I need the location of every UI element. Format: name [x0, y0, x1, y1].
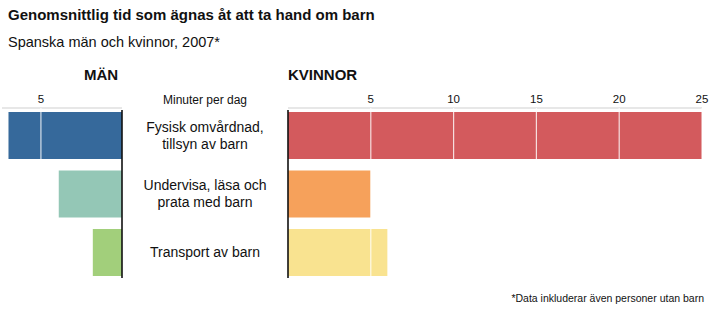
- chart-canvas: Genomsnittlig tid som ägnas åt att ta ha…: [0, 0, 713, 325]
- grid-line: [619, 108, 620, 282]
- bars: [288, 112, 702, 276]
- panel-title: KVINNOR: [288, 66, 357, 83]
- tick-label: 20: [613, 93, 626, 105]
- tick-label: 25: [696, 93, 709, 105]
- bar: [93, 229, 122, 276]
- grid-line: [453, 108, 454, 282]
- grid-line: [701, 108, 702, 282]
- bar: [288, 112, 702, 159]
- footnote: *Data inkluderar även personer utan barn: [511, 292, 704, 304]
- axis-label: Minuter per dag: [163, 93, 247, 107]
- tick-label: 5: [368, 93, 374, 105]
- category-label: Undervisa, läsa och prata med barn: [127, 177, 283, 211]
- bar: [8, 112, 122, 159]
- zero-axis: [121, 110, 123, 278]
- zero-axis: [287, 110, 289, 278]
- bars: [8, 112, 122, 276]
- title: Genomsnittlig tid som ägnas åt att ta ha…: [8, 6, 375, 23]
- grid-line: [536, 108, 537, 282]
- category-label: Fysisk omvårdnad, tillsyn av barn: [127, 119, 283, 153]
- subtitle: Spanska män och kvinnor, 2007*: [8, 34, 220, 50]
- value-axis-line: [2, 108, 122, 109]
- grid-line: [370, 108, 371, 282]
- bar: [288, 229, 387, 276]
- bar: [288, 171, 371, 218]
- tick-label: 10: [447, 93, 460, 105]
- category-label: Transport av barn: [127, 244, 283, 261]
- grid-line: [40, 108, 41, 282]
- bar: [59, 171, 122, 218]
- tick-label: 5: [38, 93, 44, 105]
- panel-title: MÄN: [84, 66, 118, 83]
- value-axis-line: [288, 108, 702, 109]
- tick-label: 15: [530, 93, 543, 105]
